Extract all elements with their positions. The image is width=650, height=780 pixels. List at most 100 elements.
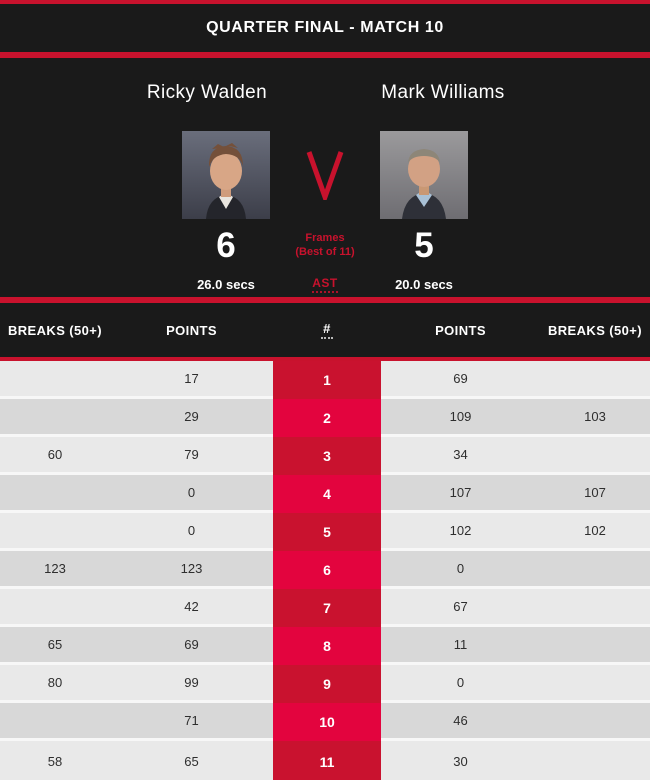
player2-breaks-cell: 103 (540, 399, 650, 434)
player1-breaks-cell: 123 (0, 551, 110, 586)
player1-portrait-image (182, 131, 270, 219)
frame-number-cell: 10 (273, 703, 381, 741)
match-summary-panel: Ricky Walden Mark Williams (0, 58, 650, 297)
player2-points-cell: 11 (381, 627, 540, 662)
player2-points-cell: 107 (381, 475, 540, 510)
frame-number-cell: 2 (273, 399, 381, 437)
frame-number-cell: 6 (273, 551, 381, 589)
player1-ast-value: 26.0 secs (197, 276, 255, 292)
header-player2-points: POINTS (435, 322, 486, 338)
frame-number-cell: 7 (273, 589, 381, 627)
player1-name: Ricky Walden (146, 82, 268, 103)
frame-number-cell: 1 (273, 361, 381, 399)
player2-points-cell: 0 (381, 551, 540, 586)
top-accent-bar (0, 0, 650, 4)
frame-row: 123 123 6 0 (0, 551, 650, 589)
player2-breaks-cell: 107 (540, 475, 650, 510)
player2-points-cell: 67 (381, 589, 540, 624)
frame-number-cell: 9 (273, 665, 381, 703)
player1-breaks-cell (0, 589, 110, 624)
player2-breaks-cell (540, 551, 650, 586)
player2-breaks-cell: 102 (540, 513, 650, 548)
player1-photo (182, 131, 270, 219)
player2-portrait-image (380, 131, 468, 219)
player1-breaks-cell: 60 (0, 437, 110, 472)
player1-breaks-cell (0, 475, 110, 510)
frame-row: 17 1 69 (0, 361, 650, 399)
player2-points-cell: 34 (381, 437, 540, 472)
player1-points-cell: 99 (110, 665, 273, 700)
player1-points-cell: 79 (110, 437, 273, 472)
player2-points-cell: 0 (381, 665, 540, 700)
player2-points-cell: 46 (381, 703, 540, 738)
frame-number-cell: 4 (273, 475, 381, 513)
player2-points-cell: 69 (381, 361, 540, 396)
player2-breaks-cell (540, 741, 650, 780)
player1-breaks-cell: 58 (0, 741, 110, 780)
player1-breaks-cell (0, 513, 110, 548)
frames-label: Frames (305, 232, 345, 245)
frame-row: 65 69 8 11 (0, 627, 650, 665)
player2-breaks-cell (540, 627, 650, 662)
player-photos-row (0, 131, 650, 219)
player1-points-cell: 29 (110, 399, 273, 434)
player1-points-cell: 69 (110, 627, 273, 662)
frame-row: 42 7 67 (0, 589, 650, 627)
frame-row: 71 10 46 (0, 703, 650, 741)
frame-number-abbreviation[interactable]: # (321, 321, 333, 339)
frame-number-cell: 3 (273, 437, 381, 475)
player2-breaks-cell (540, 589, 650, 624)
versus-mark (292, 150, 358, 200)
title-accent-bar (0, 52, 650, 58)
player2-breaks-cell (540, 361, 650, 396)
header-player1-breaks: BREAKS (50+) (7, 322, 103, 338)
player1-points-cell: 123 (110, 551, 273, 586)
ast-abbreviation[interactable]: AST (312, 276, 338, 293)
scoreboard-header-row: BREAKS (50+) POINTS # POINTS BREAKS (50+… (0, 303, 650, 361)
player2-ast-value: 20.0 secs (395, 276, 453, 292)
player2-breaks-cell (540, 437, 650, 472)
player1-points-cell: 0 (110, 475, 273, 510)
player2-points-cell: 109 (381, 399, 540, 434)
summary-divider-bar (0, 297, 650, 303)
player1-breaks-cell (0, 703, 110, 738)
player2-breaks-cell (540, 665, 650, 700)
frame-number-cell: 11 (273, 741, 381, 780)
player2-name: Mark Williams (381, 82, 505, 103)
player1-breaks-cell: 65 (0, 627, 110, 662)
player1-points-cell: 65 (110, 741, 273, 780)
player1-frames-score: 6 (216, 226, 236, 265)
player1-breaks-cell (0, 399, 110, 434)
header-player1-points: POINTS (166, 322, 217, 338)
frames-score-row: 6 Frames (Best of 11) 5 (0, 226, 650, 266)
player1-breaks-cell (0, 361, 110, 396)
player1-points-cell: 17 (110, 361, 273, 396)
player2-frames-score: 5 (414, 226, 434, 265)
header-player2-breaks: BREAKS (50+) (547, 322, 643, 338)
versus-v-icon (306, 151, 344, 200)
player1-points-cell: 0 (110, 513, 273, 548)
header-frame-number: # (273, 321, 381, 339)
frame-row: 58 65 11 30 (0, 741, 650, 780)
frame-row: 0 4 107 107 (0, 475, 650, 513)
frames-table: 17 1 69 29 2 109 103 60 79 3 34 0 4 107 … (0, 361, 650, 780)
player1-points-cell: 42 (110, 589, 273, 624)
frame-row: 0 5 102 102 (0, 513, 650, 551)
frame-row: 29 2 109 103 (0, 399, 650, 437)
match-title-bar: QUARTER FINAL - MATCH 10 (0, 4, 650, 52)
frames-best-of-label: (Best of 11) (295, 246, 355, 258)
player1-breaks-cell: 80 (0, 665, 110, 700)
player-names-row: Ricky Walden Mark Williams (0, 80, 650, 106)
player2-points-cell: 30 (381, 741, 540, 780)
player1-points-cell: 71 (110, 703, 273, 738)
player2-breaks-cell (540, 703, 650, 738)
ast-row: 26.0 secs AST 20.0 secs (0, 275, 650, 293)
frame-number-cell: 5 (273, 513, 381, 551)
frame-row: 80 99 9 0 (0, 665, 650, 703)
player2-photo (380, 131, 468, 219)
frame-number-cell: 8 (273, 627, 381, 665)
page-title: QUARTER FINAL - MATCH 10 (206, 19, 444, 36)
player2-points-cell: 102 (381, 513, 540, 548)
frame-row: 60 79 3 34 (0, 437, 650, 475)
